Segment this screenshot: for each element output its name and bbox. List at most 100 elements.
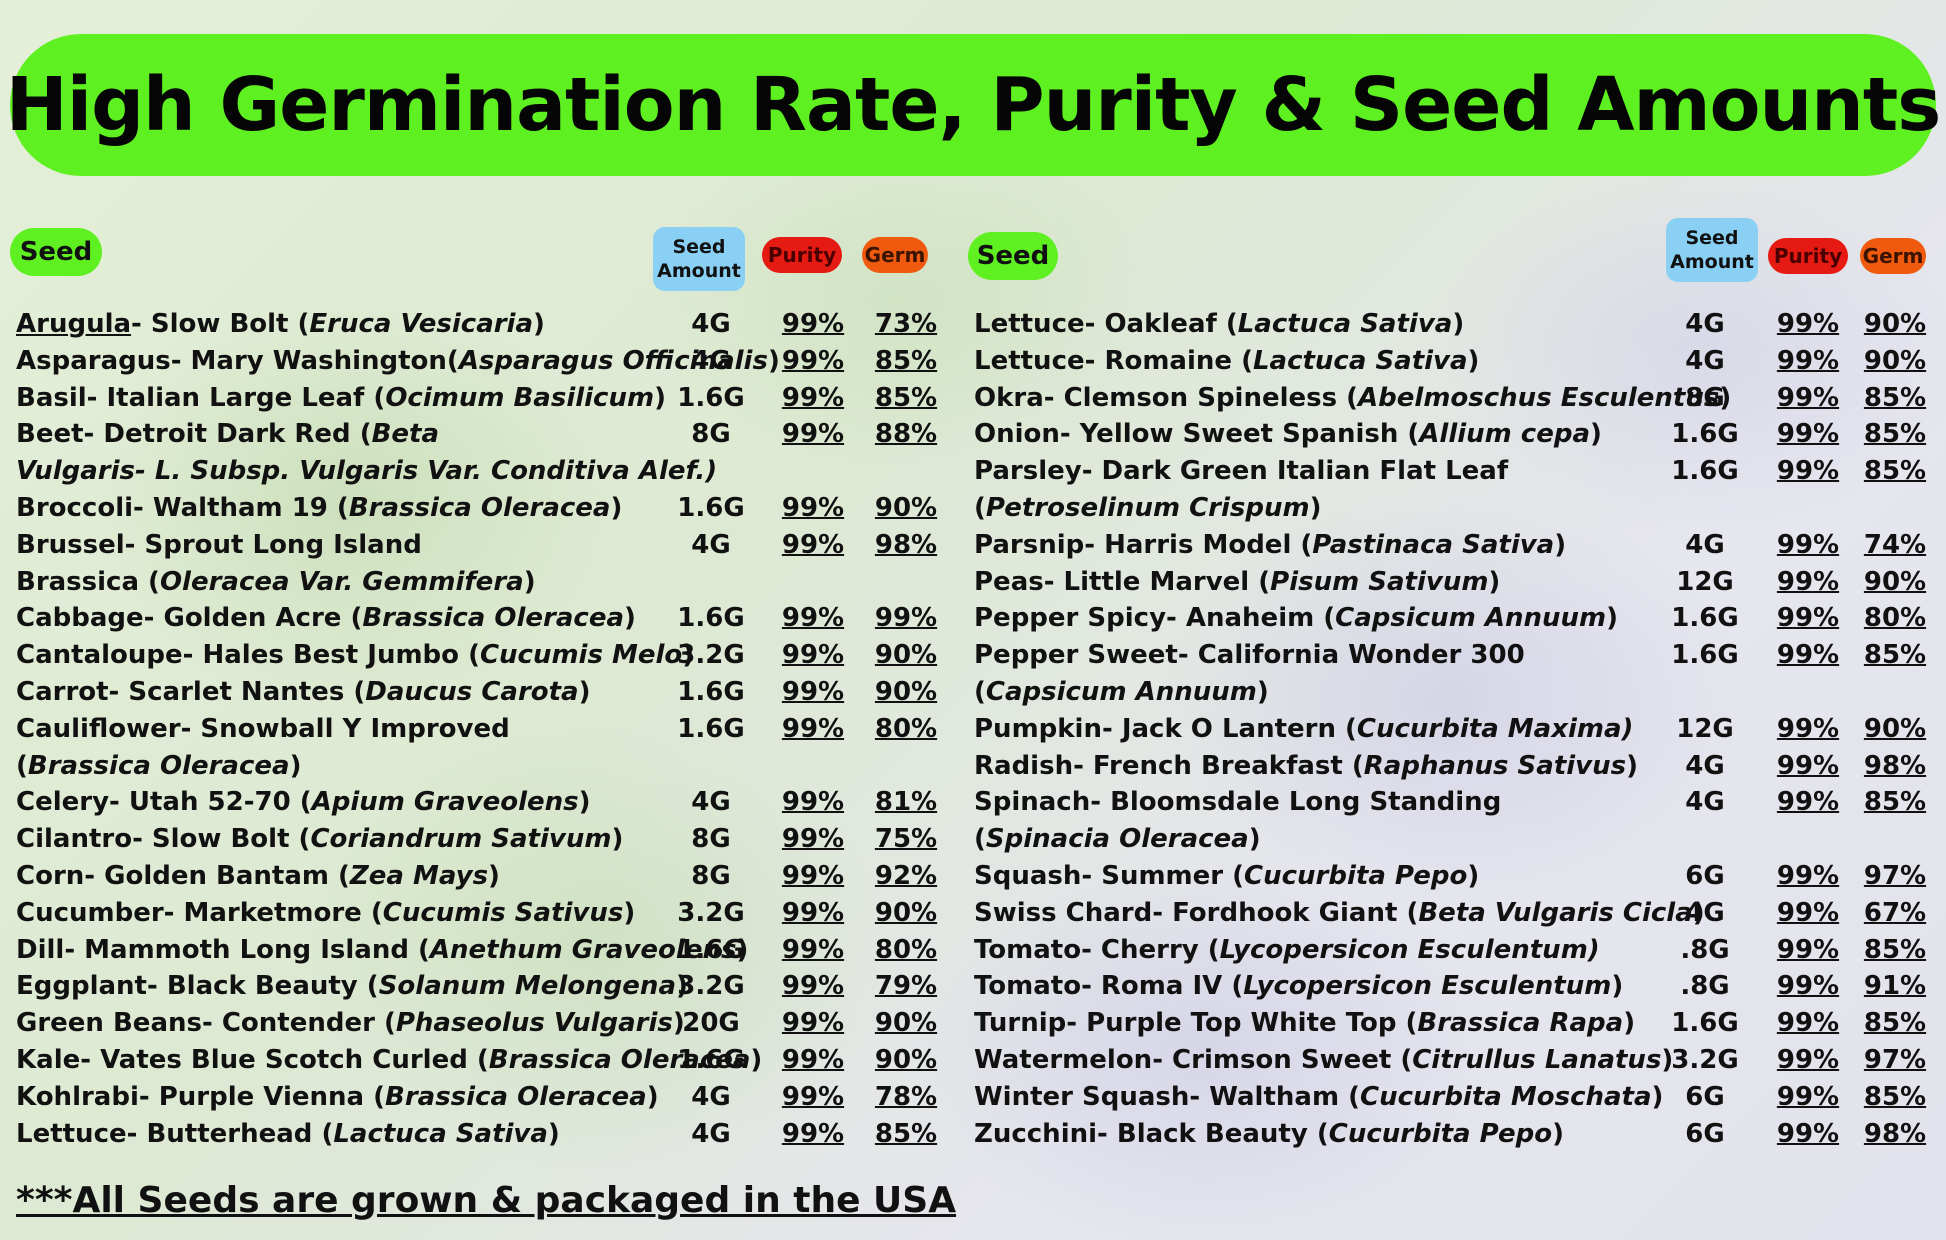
seed-name-text: Parsley- Dark Green Italian Flat Leaf bbox=[974, 456, 1509, 487]
germ-cell: 80% bbox=[874, 934, 938, 965]
seed-scientific-name: Apium Graveolens bbox=[311, 787, 579, 818]
seed-name: Carrot- Scarlet Nantes (Daucus Carota) bbox=[16, 674, 591, 711]
germ-cell: 78% bbox=[874, 1081, 938, 1112]
table-row: Eggplant- Black Beauty (Solanum Melongen… bbox=[16, 968, 937, 1005]
seed-name-text: ( bbox=[974, 824, 986, 855]
seed-scientific-name: Eruca Vesicaria bbox=[309, 309, 534, 339]
seed-name-variety: - Slow Bolt ( bbox=[131, 309, 310, 339]
seed-name: Arugula- Slow Bolt (Eruca Vesicaria) bbox=[16, 306, 545, 343]
seed-name-suffix: ) bbox=[624, 603, 636, 634]
seed-name-text: Tomato- Roma IV ( bbox=[974, 971, 1244, 1002]
table-row: Carrot- Scarlet Nantes (Daucus Carota) 1.… bbox=[16, 674, 937, 711]
seed-name-text: Cauliflower- Snowball Y Improved bbox=[16, 713, 510, 744]
purity-cell: 99% bbox=[781, 1118, 845, 1149]
table-row-continuation: Brassica (Oleracea Var. Gemmifera) bbox=[16, 564, 536, 601]
seed-scientific-name: Pisum Sativum bbox=[1270, 566, 1489, 597]
seed-name-text: Lettuce- Oakleaf ( bbox=[974, 309, 1238, 339]
seed-name: Dill- Mammoth Long Island (Anethum Grave… bbox=[16, 932, 748, 969]
germ-cell: 98% bbox=[1863, 750, 1927, 781]
seed-name: Tomato- Cherry (Lycopersicon Esculentum) bbox=[974, 932, 1600, 969]
seed-name-suffix: ) bbox=[1623, 1008, 1636, 1039]
germ-cell: 90% bbox=[1863, 713, 1927, 744]
usa-footer-note: ***All Seeds are grown & packaged in the… bbox=[16, 1180, 957, 1221]
seed-amount-cell: 8G bbox=[691, 824, 731, 855]
germ-cell: 98% bbox=[874, 529, 938, 560]
seed-name: Kohlrabi- Purple Vienna (Brassica Olerac… bbox=[16, 1079, 659, 1116]
germ-cell: 90% bbox=[874, 1045, 938, 1075]
seed-amount-cell: 4G bbox=[1685, 529, 1725, 560]
table-row: Green Beans- Contender (Phaseolus Vulgar… bbox=[16, 1005, 937, 1042]
seed-amount-cell: 3.2G bbox=[1671, 1045, 1739, 1075]
germ-cell: 90% bbox=[1863, 345, 1927, 376]
table-row: Arugula- Slow Bolt (Eruca Vesicaria) 4G 99… bbox=[16, 306, 937, 343]
purity-cell: 99% bbox=[1776, 566, 1840, 597]
seed-name: Eggplant- Black Beauty (Solanum Melongen… bbox=[16, 968, 688, 1005]
table-row: Corn- Golden Bantam (Zea Mays) 8G 99% 92% bbox=[16, 858, 937, 895]
seed-name-text: Pepper Spicy- Anaheim ( bbox=[974, 603, 1336, 634]
seed-scientific-name: Lactuca Sativa bbox=[333, 1118, 548, 1149]
seed-name-suffix: ) bbox=[1467, 861, 1480, 891]
table-row: Parsnip- Harris Model (Pastinaca Sativa)… bbox=[974, 527, 1934, 564]
seed-name-suffix: ) bbox=[682, 640, 695, 671]
purity-cell: 99% bbox=[781, 897, 845, 928]
seed-amount-cell: 1.6G bbox=[677, 603, 745, 634]
purity-cell: 99% bbox=[1776, 419, 1840, 450]
purity-cell: 99% bbox=[1776, 309, 1840, 339]
purity-cell: 99% bbox=[1776, 713, 1840, 744]
seed-name-suffix: ) bbox=[533, 309, 545, 339]
seed-amount-cell: 20G bbox=[682, 1008, 740, 1039]
table-row: Okra- Clemson Spineless (Abelmoschus Esc… bbox=[974, 380, 1934, 417]
seed-name-text: Brussel- Sprout Long Island bbox=[16, 529, 422, 560]
table-row: Spinach- Bloomsdale Long Standing 4G 99% 85… bbox=[974, 784, 1934, 821]
seed-name-suffix: ) bbox=[1661, 1045, 1674, 1075]
seed-amount-cell: 12G bbox=[1676, 713, 1734, 744]
seed-name: Asparagus- Mary Washington(Asparagus Off… bbox=[16, 343, 780, 380]
purity-cell: 99% bbox=[781, 603, 845, 634]
right-seed-header: Seed bbox=[968, 232, 1058, 280]
right-amount-header-line2: Amount bbox=[1670, 251, 1754, 273]
seed-scientific-name: Coriandrum Sativum bbox=[310, 824, 612, 855]
seed-name: Parsnip- Harris Model (Pastinaca Sativa) bbox=[974, 527, 1566, 564]
table-row: Onion- Yellow Sweet Spanish (Allium cepa… bbox=[974, 416, 1934, 453]
seed-name: Lettuce- Oakleaf (Lactuca Sativa) bbox=[974, 306, 1464, 343]
purity-cell: 99% bbox=[1776, 1008, 1840, 1039]
left-purity-header: Purity bbox=[762, 237, 842, 273]
seed-name: Beet- Detroit Dark Red (Beta bbox=[16, 416, 439, 453]
seed-amount-cell: 1.6G bbox=[677, 493, 745, 523]
seed-name-text: Kohlrabi- Purple Vienna ( bbox=[16, 1081, 386, 1112]
table-row: Squash- Summer (Cucurbita Pepo) 6G 99% 97% bbox=[974, 858, 1934, 895]
seed-scientific-name: Phaseolus Vulgaris bbox=[395, 1008, 673, 1039]
seed-scientific-name: Vulgaris- L. Subsp. Vulgaris Var. Condit… bbox=[16, 456, 718, 487]
seed-name-text: Eggplant- Black Beauty ( bbox=[16, 971, 379, 1002]
seed-amount-cell: 1.6G bbox=[1671, 603, 1739, 634]
seed-scientific-name: Ocimum Basilicum bbox=[385, 382, 655, 413]
table-row: Radish- French Breakfast (Raphanus Sativ… bbox=[974, 748, 1934, 785]
germ-cell: 88% bbox=[874, 419, 938, 450]
table-row-continuation: (Brassica Oleracea) bbox=[16, 748, 301, 785]
seed-name-text: ( bbox=[974, 677, 986, 707]
left-amount-header-line1: Seed bbox=[672, 236, 726, 258]
seed-scientific-name: Allium cepa bbox=[1419, 419, 1591, 450]
seed-name: Cauliflower- Snowball Y Improved bbox=[16, 711, 510, 748]
seed-name: Basil- Italian Large Leaf (Ocimum Basili… bbox=[16, 380, 666, 417]
table-row: Lettuce- Oakleaf (Lactuca Sativa) 4G 99% 90… bbox=[974, 306, 1934, 343]
seed-name-suffix: ) bbox=[1309, 493, 1322, 523]
seed-scientific-name: Lycopersicon Esculentum bbox=[1243, 971, 1612, 1002]
purity-cell: 99% bbox=[1776, 1045, 1840, 1075]
seed-name: Watermelon- Crimson Sweet (Citrullus Lan… bbox=[974, 1042, 1673, 1079]
germ-cell: 75% bbox=[874, 824, 938, 855]
purity-cell: 99% bbox=[781, 1008, 845, 1039]
seed-scientific-name: Beta bbox=[371, 419, 440, 450]
purity-cell: 99% bbox=[781, 309, 845, 339]
table-row: Tomato- Roma IV (Lycopersicon Esculentum… bbox=[974, 968, 1934, 1005]
seed-scientific-name: Cucurbita Moschata bbox=[1359, 1081, 1652, 1112]
seed-name: Lettuce- Butterhead (Lactuca Sativa) bbox=[16, 1116, 560, 1153]
left-seed-header: Seed bbox=[10, 228, 102, 276]
purity-cell: 99% bbox=[781, 1081, 845, 1112]
seed-name: Cucumber- Marketmore (Cucumis Sativus) bbox=[16, 895, 635, 932]
seed-scientific-name: Cucumis Sativus bbox=[382, 897, 624, 928]
seed-scientific-name: Cucumis Melo bbox=[479, 640, 683, 671]
seed-name-suffix: ) bbox=[611, 824, 624, 855]
seed-name-suffix: ) bbox=[610, 493, 623, 523]
seed-name-text: Okra- Clemson Spineless ( bbox=[974, 382, 1359, 413]
